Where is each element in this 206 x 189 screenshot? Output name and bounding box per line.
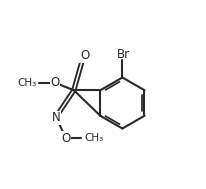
Text: O: O [80,49,89,62]
Text: Br: Br [116,48,129,61]
Text: O: O [61,132,70,145]
Text: CH₃: CH₃ [84,133,103,143]
Text: CH₃: CH₃ [18,78,37,88]
Text: N: N [51,111,60,124]
Text: O: O [50,76,59,89]
